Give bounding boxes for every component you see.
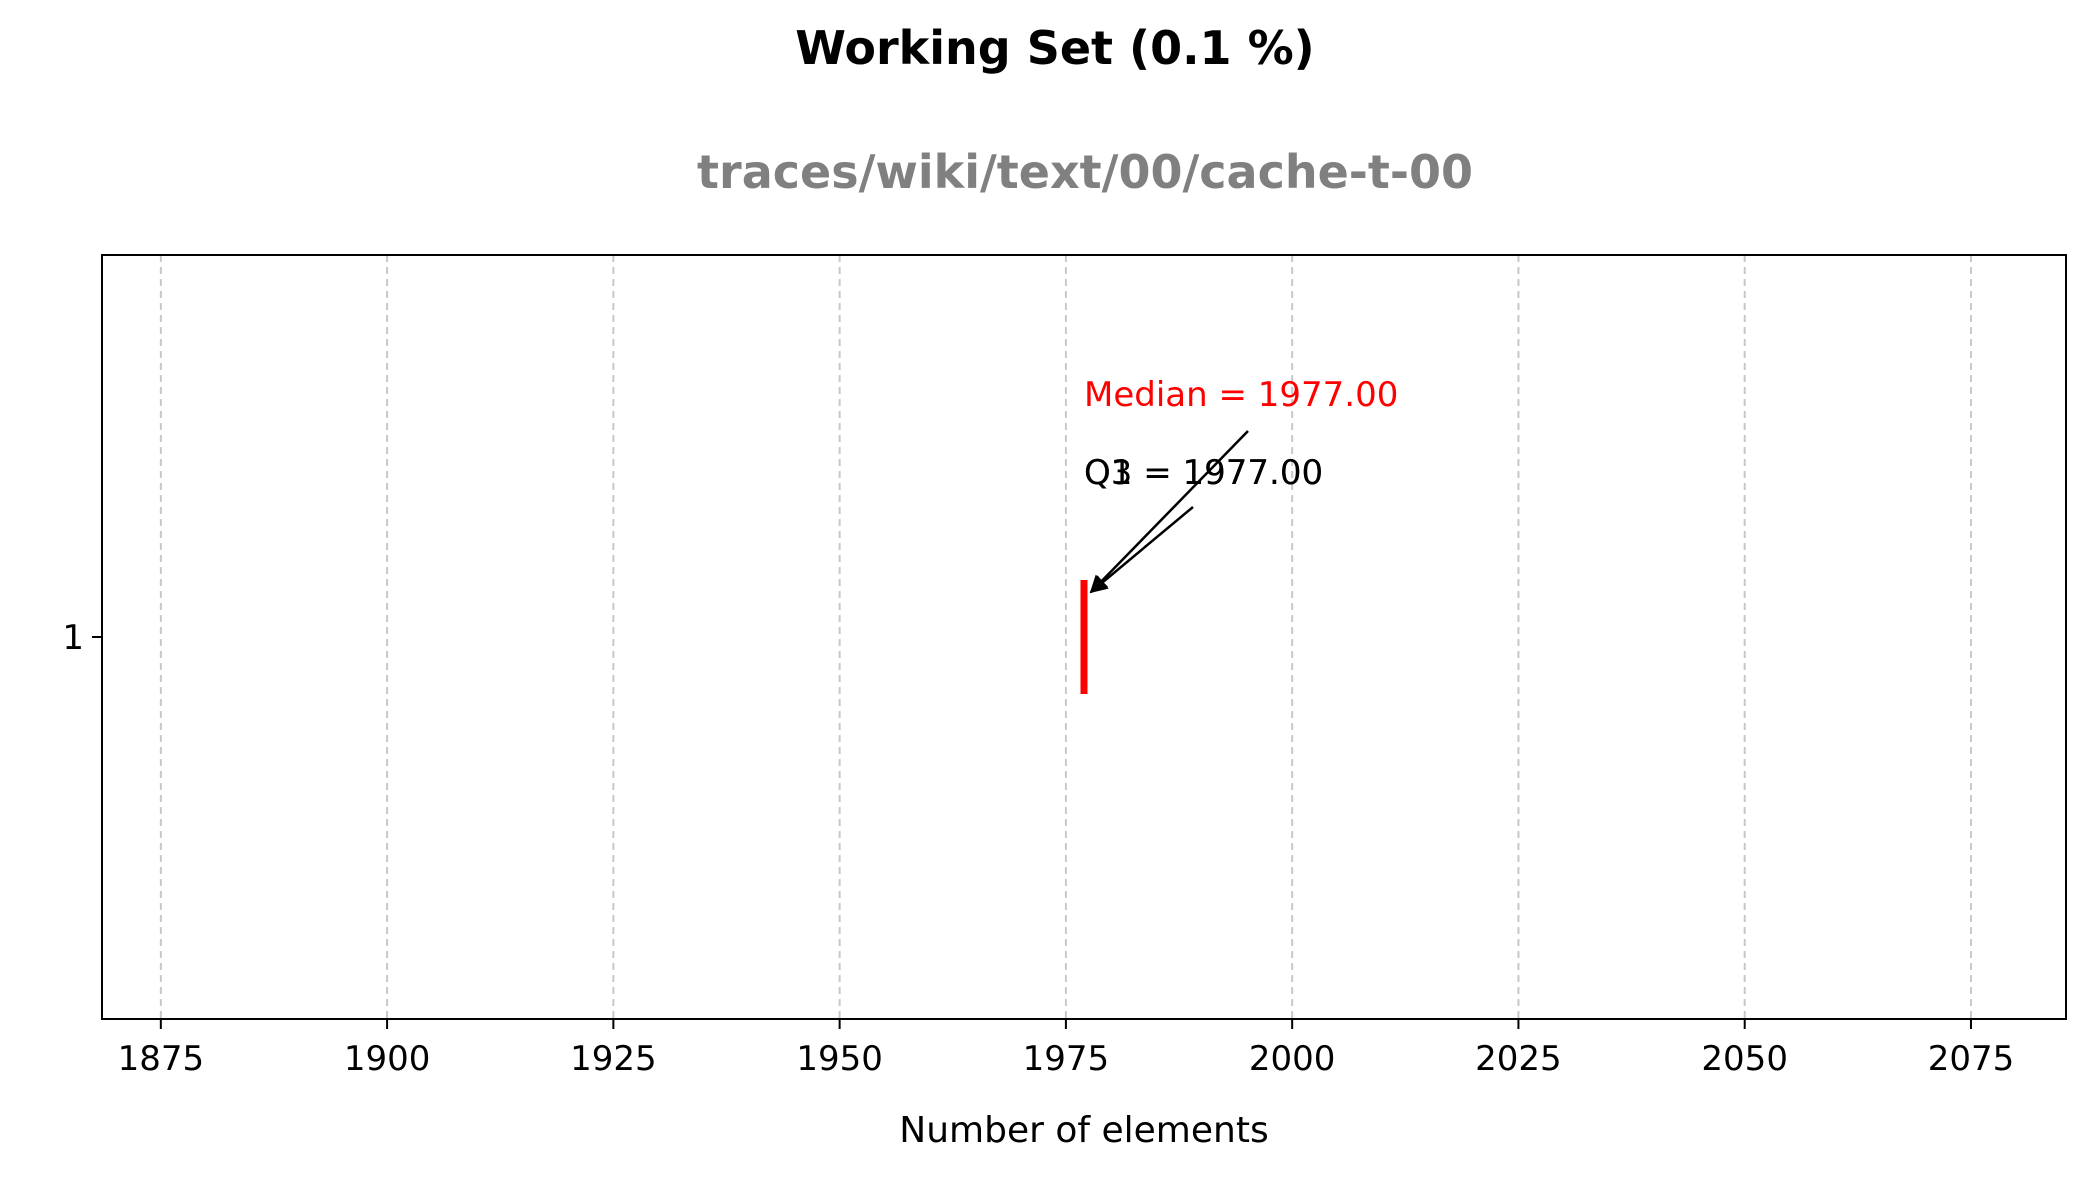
median-annotation-arrow: [1089, 430, 1249, 594]
x-axis-ticks: 1875 1900 1925 1950 1975 2000 2025 2050 2075: [118, 1019, 2015, 1079]
x-tick-label: 1950: [796, 1039, 883, 1079]
q1-annotation: Q1 = 1977.00: [1084, 453, 1323, 493]
x-tick-label: 1875: [118, 1039, 205, 1079]
chart-title: Working Set (0.1 %): [795, 21, 1314, 75]
y-tick-label: 1: [62, 618, 84, 658]
x-tick-label: 1900: [344, 1039, 431, 1079]
x-tick-label: 2000: [1249, 1039, 1336, 1079]
x-axis-label: Number of elements: [899, 1110, 1268, 1151]
x-tick-label: 1925: [570, 1039, 657, 1079]
chart-subtitle: traces/wiki/text/00/cache-t-00: [697, 145, 1473, 199]
y-axis-ticks: 1: [62, 618, 102, 658]
median-annotation: Median = 1977.00: [1084, 375, 1398, 415]
q3-annotation: Q3 = 1977.00: [1084, 453, 1323, 493]
x-tick-label: 2050: [1701, 1039, 1788, 1079]
q-annotation-arrow: [1089, 506, 1194, 594]
x-tick-label: 1975: [1023, 1039, 1110, 1079]
x-gridlines: [159, 255, 1972, 1019]
x-tick-label: 2075: [1928, 1039, 2015, 1079]
x-tick-label: 2025: [1475, 1039, 1562, 1079]
